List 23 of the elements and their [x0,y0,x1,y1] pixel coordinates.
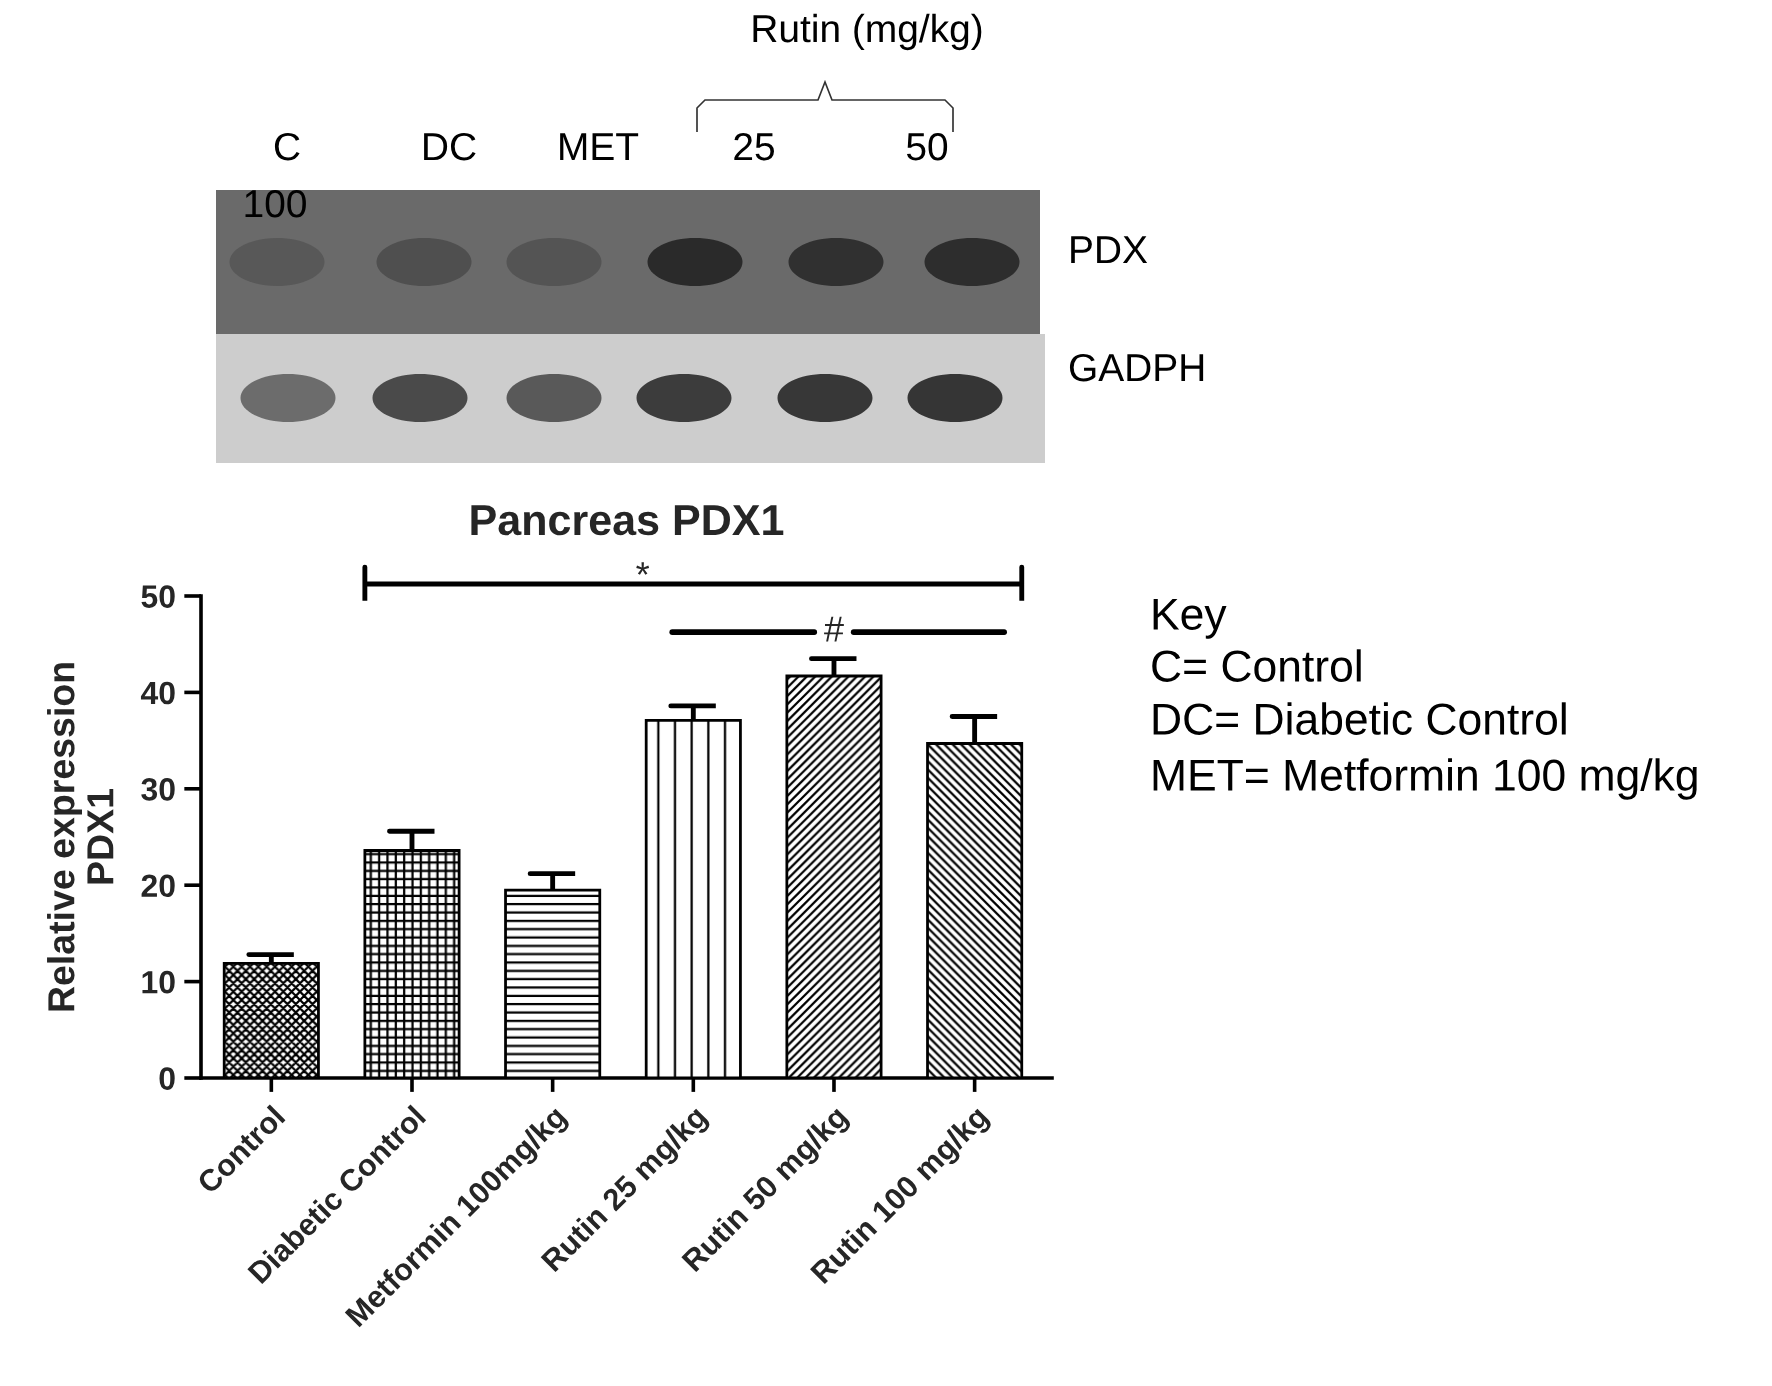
text: MET= Metformin 100 mg/kg [1153,758,1697,800]
text: GADPH [1069,353,1204,382]
text: 50 [906,132,948,161]
text: C= Control [1152,649,1361,682]
annotation: # [824,616,844,642]
text: DC= Diabetic Control [1153,702,1566,735]
text: C [274,132,300,161]
text: PDX [1071,236,1148,264]
y-tick-label: 40 [140,681,175,705]
y-tick-label: 10 [142,970,175,994]
y-tick-label: 20 [141,874,175,898]
y-tick-label: 0 [159,1067,175,1090]
text: * [636,562,650,575]
text: MET [560,133,639,161]
text: Key [1153,598,1227,639]
chart-title: Pancreas PDX1 [471,505,784,536]
y-tick-label: 30 [141,778,175,801]
y-tick-label: 50 [141,585,175,608]
text: 100 [245,189,306,218]
text: Rutin (mg/kg) [753,13,982,51]
text: 25 [734,132,774,161]
y-axis-title: Relative expression PDX1 [47,663,114,1011]
text: DC [424,132,476,161]
